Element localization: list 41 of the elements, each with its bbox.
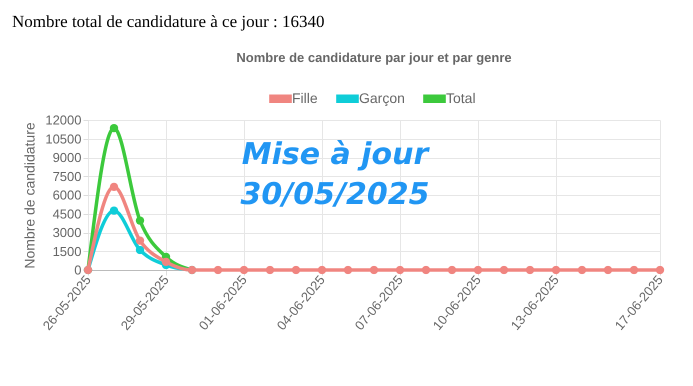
point	[292, 266, 300, 274]
point	[110, 206, 118, 215]
point	[110, 124, 118, 132]
y-tick-label: 12000	[45, 112, 82, 128]
legend-label: Fille	[292, 90, 318, 106]
y-tick-label: 3000	[52, 225, 82, 240]
legend-label: Total	[446, 90, 476, 106]
point	[500, 266, 508, 274]
point	[656, 266, 664, 274]
point	[136, 216, 144, 225]
y-tick-label: 4500	[52, 206, 82, 222]
point	[370, 266, 378, 274]
point	[318, 266, 326, 274]
point	[110, 182, 118, 192]
point	[162, 258, 170, 266]
y-tick-label: 7500	[52, 168, 82, 184]
legend-label: Garçon	[359, 90, 405, 106]
chart-title: Nombre total de candidature à ce jour : 16340	[12, 12, 324, 32]
point	[344, 266, 352, 274]
point	[396, 266, 404, 274]
point	[630, 266, 638, 274]
point	[604, 266, 612, 274]
point	[448, 266, 456, 274]
point	[526, 266, 534, 274]
point	[136, 236, 144, 245]
y-tick-label: 6000	[52, 188, 82, 202]
point	[474, 266, 482, 274]
point	[552, 266, 560, 274]
point	[214, 266, 222, 274]
point	[578, 266, 586, 274]
y-tick-label: 9000	[52, 150, 82, 165]
point	[240, 266, 248, 274]
y-axis-title: Nombre de candidature	[21, 122, 38, 269]
point	[136, 246, 144, 254]
chart-subtitle: Nombre de candidature par jour et par genre	[236, 50, 512, 65]
annotation: Mise à jour 30/05/2025	[240, 136, 431, 214]
point	[422, 266, 430, 274]
y-tick-label: 10500	[45, 131, 82, 146]
y-tick-label: 0	[74, 262, 82, 278]
point	[266, 266, 274, 274]
y-tick-label: 1500	[52, 244, 82, 259]
